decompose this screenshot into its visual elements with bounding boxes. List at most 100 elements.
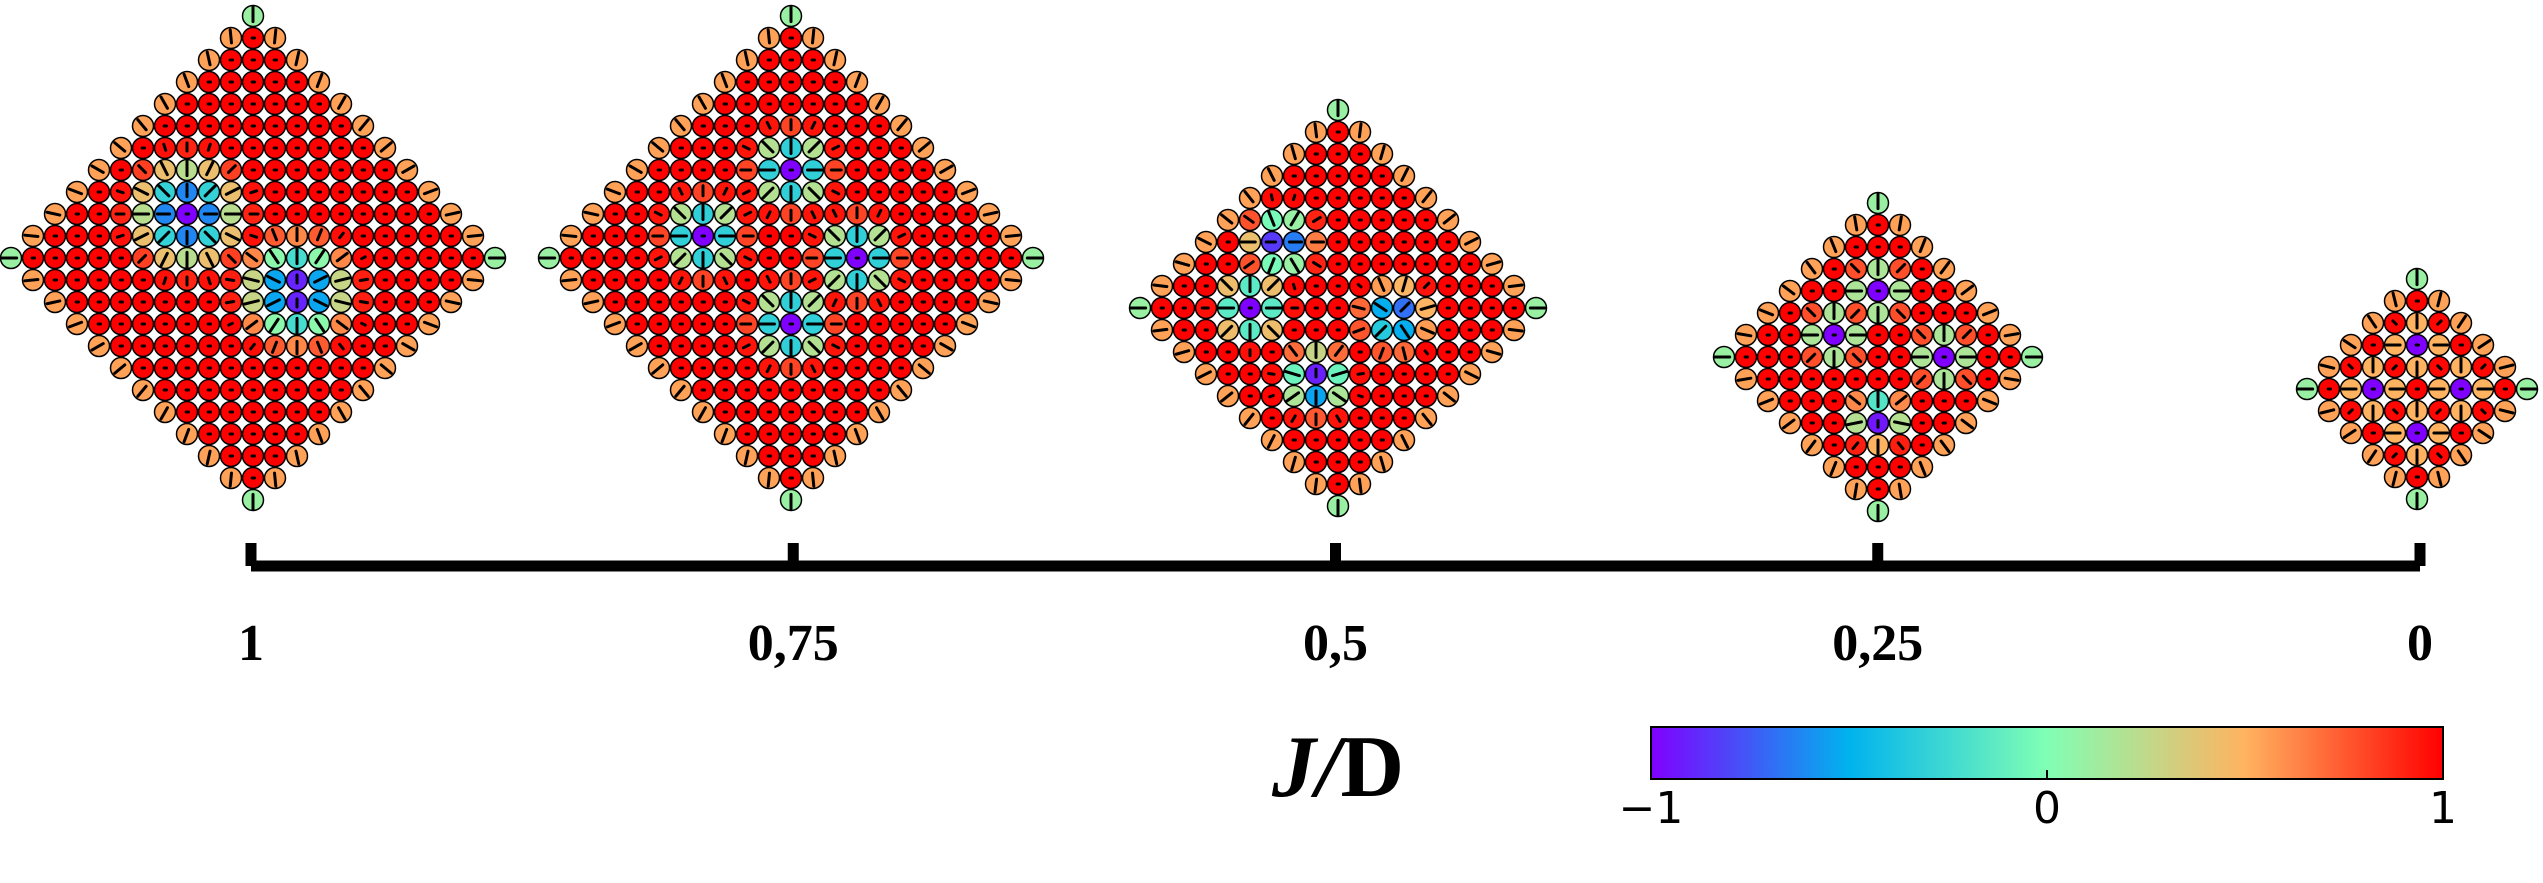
spin-arrow	[1758, 397, 1775, 406]
spin-arrow	[1829, 460, 1838, 477]
spin-arrow	[743, 210, 753, 217]
spin-arrow	[113, 141, 127, 153]
spin-arrow	[1507, 327, 1524, 333]
spin-arrow	[982, 299, 999, 306]
spin-arrow	[206, 142, 212, 152]
spin-arrow	[807, 139, 822, 154]
spin-arrow	[137, 164, 148, 175]
spin-arrow	[1485, 349, 1502, 356]
spin-arrow	[1849, 308, 1861, 320]
spin-arrow	[1853, 215, 1859, 232]
spin-arrow	[853, 72, 862, 89]
spin-arrow	[133, 186, 150, 196]
spin-arrow	[1313, 477, 1319, 494]
spin-arrow	[159, 406, 169, 421]
spin-arrow	[876, 298, 883, 308]
spin-arrow	[249, 342, 256, 351]
spin-arrow	[628, 164, 643, 174]
spin-arrow	[67, 320, 84, 329]
spin-arrow	[1464, 370, 1479, 380]
spin-arrow	[203, 230, 217, 244]
spin-arrow	[334, 299, 352, 306]
spin-arrow	[1197, 236, 1212, 246]
spin-arrow	[1266, 167, 1276, 182]
spin-arrow	[360, 321, 367, 327]
axis-tick-label: 0,75	[748, 615, 839, 672]
spin-arrow	[205, 449, 212, 466]
spin-arrow	[113, 363, 127, 375]
spin-arrow	[1283, 369, 1301, 378]
spin-arrow	[807, 277, 817, 284]
spin-arrow	[1197, 370, 1212, 380]
spin-arrow	[45, 299, 62, 306]
spin-arrow	[1379, 455, 1386, 472]
spin-arrow	[115, 189, 125, 195]
spin-arrow	[335, 319, 349, 331]
spin-arrow	[2003, 376, 2020, 382]
spin-arrow	[1981, 397, 1998, 406]
spin-arrow	[358, 300, 370, 305]
spin-arrow	[1960, 418, 1975, 430]
spin-arrow	[2347, 408, 2354, 415]
axis-tick-label: 1	[238, 615, 264, 672]
spin-arrow	[826, 227, 841, 242]
spin-arrow	[226, 164, 237, 175]
spin-arrow	[831, 343, 841, 350]
spin-arrow	[1266, 434, 1276, 449]
spin-arrow	[1421, 412, 1433, 426]
spin-arrow	[765, 274, 772, 284]
spin-arrow	[741, 189, 751, 196]
spin-arrow	[1895, 262, 1907, 274]
spin-arrow	[1961, 328, 1973, 340]
spin-arrow	[115, 233, 125, 239]
spin-arrow	[157, 184, 171, 198]
spin-arrow	[719, 205, 734, 220]
spin-arrow	[466, 278, 483, 283]
spin-arrow	[1401, 276, 1408, 293]
spin-arrow	[1897, 482, 1903, 499]
colorbar-tick-label: 0	[2033, 783, 2061, 834]
spin-arrow	[1805, 439, 1817, 454]
spin-arrow	[2366, 449, 2378, 464]
spin-arrow	[1268, 394, 1275, 399]
spin-arrow	[2498, 408, 2515, 415]
spin-arrow	[360, 255, 367, 261]
spin-arrow	[1421, 190, 1433, 204]
spin-arrow	[2366, 314, 2378, 329]
spin-arrow	[273, 28, 278, 45]
spin-arrow	[1243, 214, 1255, 224]
spin-arrow	[1373, 301, 1388, 313]
spin-arrow	[379, 141, 393, 153]
spin-arrow	[228, 471, 233, 488]
spin-arrow	[1918, 237, 1927, 254]
spin-arrow	[245, 319, 259, 331]
spin-arrow	[338, 231, 345, 240]
spin-arrow	[875, 406, 885, 421]
axis-tick-label: 0	[2407, 615, 2433, 672]
axis-tick-label: 0,5	[1303, 615, 1368, 672]
spin-arrow	[1960, 284, 1975, 296]
spin-arrow	[743, 50, 750, 67]
spin-arrow	[810, 120, 817, 130]
spin-arrow	[2436, 319, 2443, 326]
spin-arrow	[23, 233, 40, 238]
spin-arrow	[2319, 363, 2336, 370]
spin-arrow	[811, 28, 816, 45]
spin-arrow	[939, 342, 954, 352]
spin-arrow	[227, 321, 234, 327]
spin-arrow	[1401, 346, 1408, 361]
spin-arrow	[2319, 408, 2336, 415]
spin-arrow	[831, 298, 838, 308]
spin-arrow	[1894, 394, 1908, 406]
spin-arrow	[313, 298, 328, 308]
spin-arrow	[917, 363, 931, 375]
spin-arrow	[960, 187, 977, 196]
spin-arrow	[831, 208, 838, 218]
spin-arrow	[2477, 428, 2492, 440]
spin-arrow	[444, 299, 461, 306]
spin-arrow	[1374, 324, 1388, 338]
spin-arrow	[810, 210, 817, 220]
spin-arrow	[1851, 441, 1860, 451]
spin-arrow	[674, 384, 686, 398]
spin-arrow	[1851, 352, 1863, 364]
